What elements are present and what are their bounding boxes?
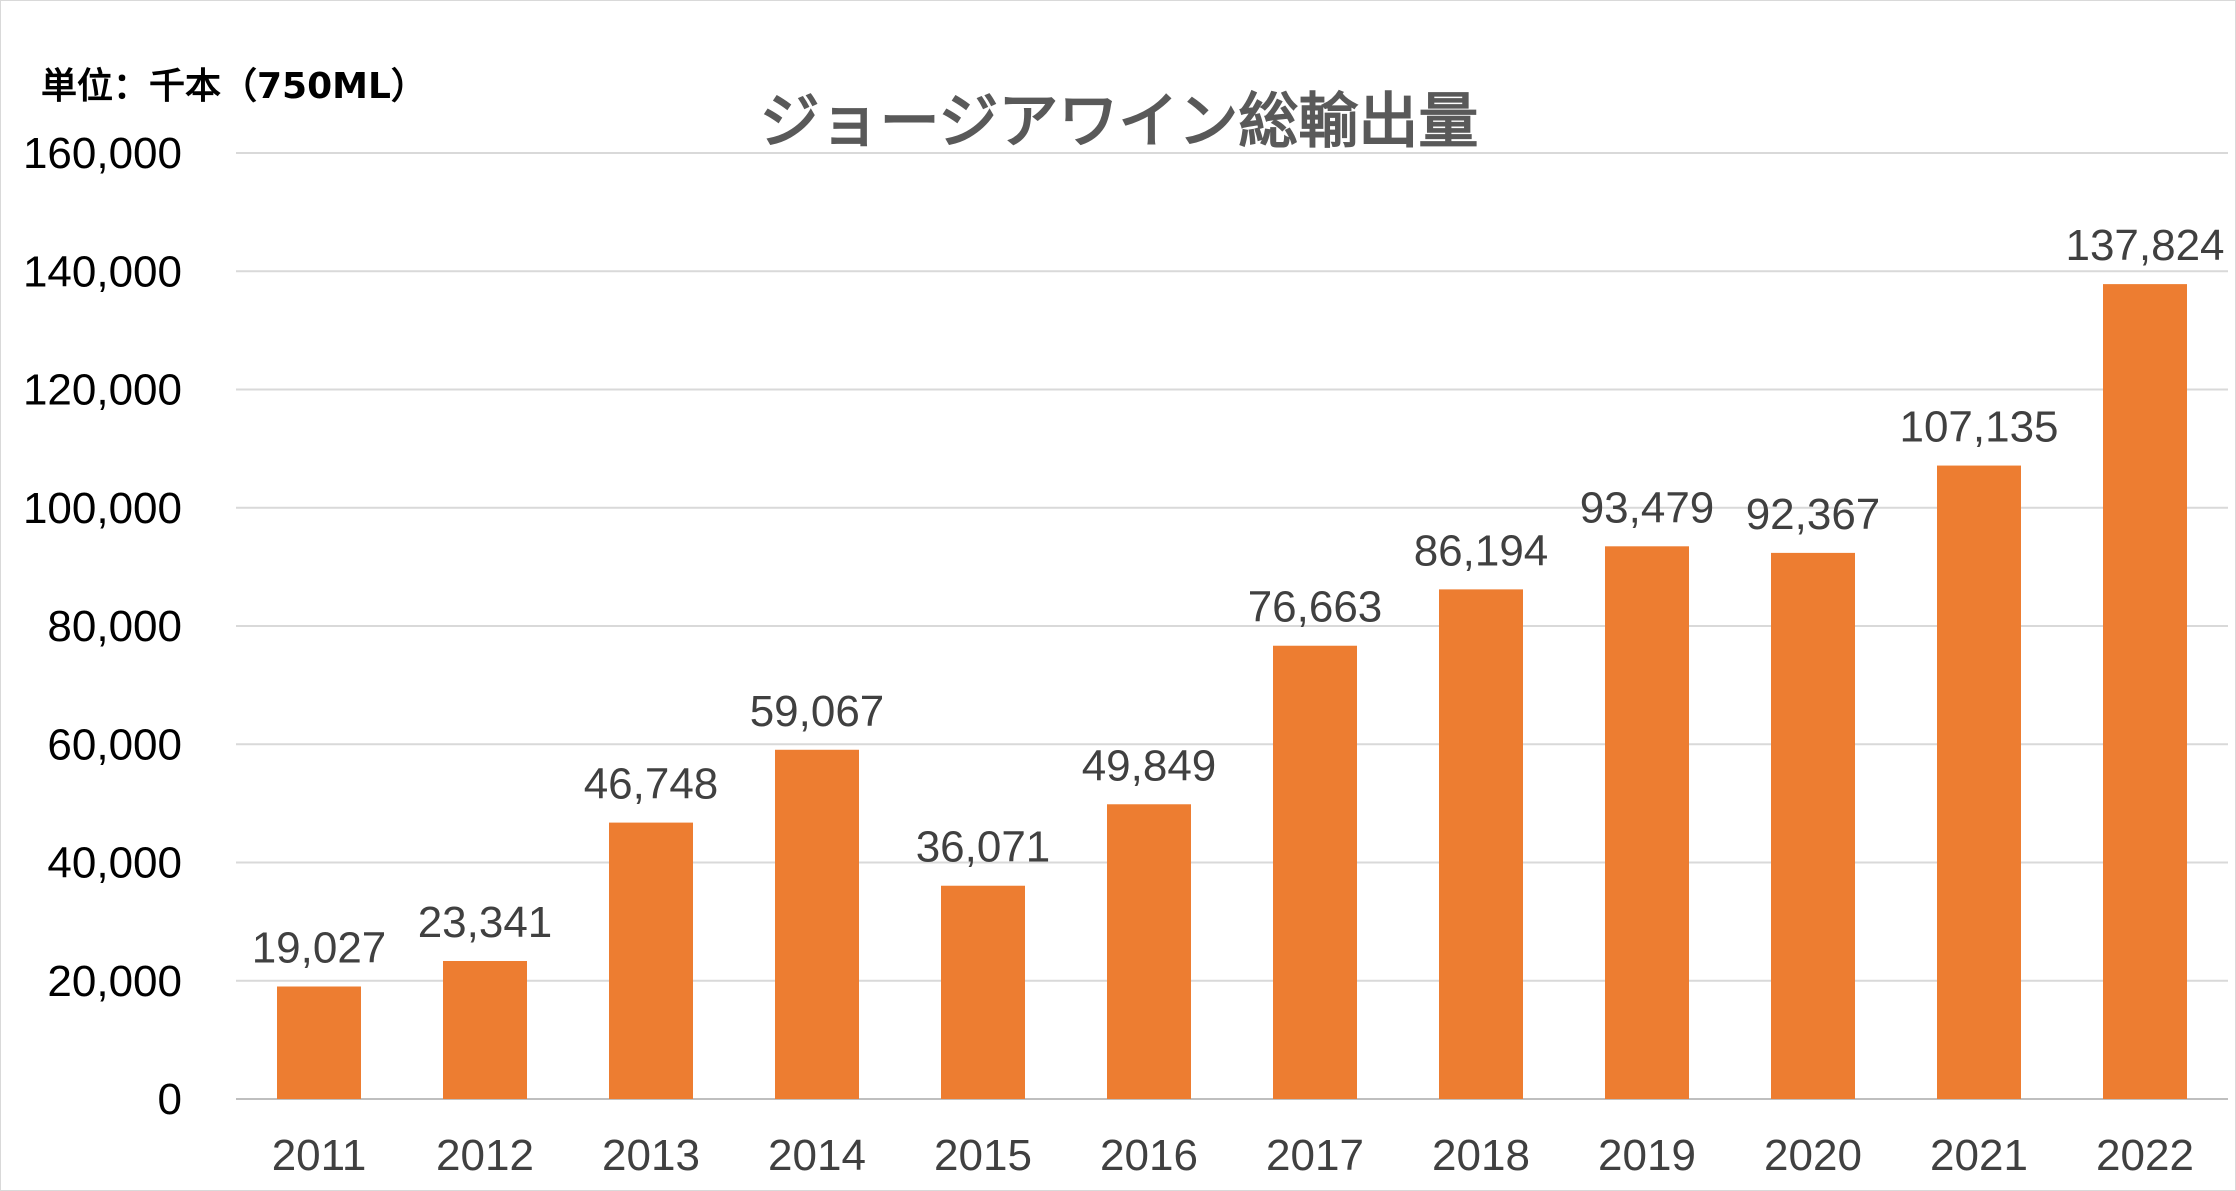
bar-2014 — [775, 749, 859, 1099]
x-tick-label-2013: 2013 — [602, 1131, 700, 1180]
data-label-2019: 93,479 — [1580, 483, 1715, 532]
bar-2019 — [1605, 546, 1689, 1099]
x-tick-label-2022: 2022 — [2096, 1131, 2194, 1180]
bar-2013 — [609, 822, 693, 1099]
bar-2021 — [1937, 465, 2021, 1099]
y-tick-label: 160,000 — [23, 129, 182, 178]
data-label-2014: 59,067 — [750, 687, 885, 736]
unit-label: 単位：千本（750ML） — [41, 66, 427, 107]
data-label-2015: 36,071 — [916, 823, 1051, 872]
bar-2017 — [1273, 645, 1357, 1099]
bars — [277, 284, 2187, 1099]
data-label-2018: 86,194 — [1414, 526, 1549, 575]
y-tick-label: 60,000 — [47, 720, 182, 769]
bar-2012 — [443, 960, 527, 1099]
y-tick-label: 140,000 — [23, 247, 182, 296]
bar-2015 — [941, 885, 1025, 1099]
data-label-2017: 76,663 — [1248, 583, 1383, 632]
x-tick-label-2011: 2011 — [272, 1131, 367, 1180]
gridlines — [236, 152, 2228, 1100]
data-label-2011: 19,027 — [252, 924, 387, 973]
data-label-2013: 46,748 — [584, 760, 719, 809]
y-tick-label: 80,000 — [47, 602, 182, 651]
x-axis-ticks: 2011 2012 2013 2014 2015 2016 2017 2018 2019 2020… — [272, 1131, 2194, 1180]
y-tick-label: 100,000 — [23, 484, 182, 533]
x-tick-label-2015: 2015 — [934, 1131, 1032, 1180]
bar-2020 — [1771, 552, 1855, 1099]
data-label-2021: 107,135 — [1899, 403, 2058, 452]
bar-2022 — [2103, 284, 2187, 1099]
x-tick-label-2021: 2021 — [1930, 1131, 2028, 1180]
x-tick-label-2012: 2012 — [436, 1131, 534, 1180]
x-tick-label-2016: 2016 — [1100, 1131, 1198, 1180]
y-tick-label: 120,000 — [23, 366, 182, 415]
y-tick-label: 40,000 — [47, 839, 182, 888]
y-tick-label: 20,000 — [47, 957, 182, 1006]
y-tick-label: 0 — [158, 1075, 182, 1124]
x-tick-label-2017: 2017 — [1266, 1131, 1364, 1180]
value-labels: 19,027 23,341 46,748 59,067 36,071 49,849 76,6… — [252, 221, 2225, 972]
bar-2016 — [1107, 804, 1191, 1099]
chart-title: ジョージアワイン総輸出量 — [759, 87, 1479, 157]
data-label-2012: 23,341 — [418, 898, 553, 947]
x-tick-label-2020: 2020 — [1764, 1131, 1862, 1180]
data-label-2016: 49,849 — [1082, 741, 1217, 790]
data-label-2020: 92,367 — [1746, 490, 1881, 539]
data-label-2022: 137,824 — [2065, 221, 2224, 270]
x-tick-label-2014: 2014 — [768, 1131, 866, 1180]
y-axis-ticks: 0 20,000 40,000 60,000 80,000 100,000 120,000 1… — [23, 129, 182, 1124]
x-tick-label-2019: 2019 — [1598, 1131, 1696, 1180]
bar-2011 — [277, 986, 361, 1099]
bar-2018 — [1439, 589, 1523, 1099]
x-tick-label-2018: 2018 — [1432, 1131, 1530, 1180]
